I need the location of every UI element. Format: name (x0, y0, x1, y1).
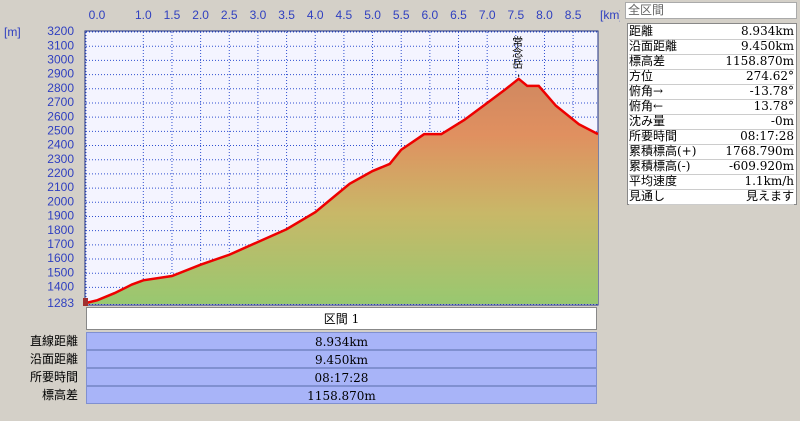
panel-label: 平均速度 (629, 174, 704, 190)
panel-label: 俯角→ (629, 84, 704, 100)
y-tick-label: 2200 (47, 166, 74, 180)
section-label: 標高差 (41, 388, 78, 402)
panel-value: 8.934km (704, 24, 794, 40)
profile-chart: [m] [km] 1283 140015001600170018001900200… (4, 8, 620, 310)
panel-value: 08:17:28 (704, 129, 794, 145)
x-tick-label: 1.5 (164, 8, 181, 22)
start-marker (83, 298, 88, 306)
x-tick-label: 2.5 (221, 8, 238, 22)
panel-label: 距離 (629, 24, 704, 40)
y-tick-label: 2400 (47, 138, 74, 152)
x-tick-label: 4.5 (336, 8, 353, 22)
panel-title: 全区間 (625, 2, 797, 19)
y-tick-label: 3200 (47, 24, 74, 38)
peak-annotation: 常念岳 (511, 36, 524, 69)
section-value: 8.934km (86, 332, 597, 350)
y-tick-label: 2500 (47, 123, 74, 137)
panel-value: 1158.870m (704, 54, 794, 70)
panel-value: 見えます (704, 189, 794, 205)
y-tick-label: 2800 (47, 81, 74, 95)
panel-label: 沈み量 (629, 114, 704, 130)
section-value: 1158.870m (86, 386, 597, 404)
panel-label: 標高差 (629, 54, 704, 70)
y-tick-label: 3100 (47, 38, 74, 52)
section-value: 9.450km (86, 350, 597, 368)
y-tick-label: 3000 (47, 53, 74, 67)
y-tick-label: 1700 (47, 237, 74, 251)
panel-value: 13.78° (704, 99, 794, 115)
x-tick-label: 6.0 (422, 8, 439, 22)
section-label: 沿面距離 (29, 352, 78, 366)
x-tick-label: 3.5 (278, 8, 295, 22)
section-label: 所要時間 (29, 370, 78, 384)
x-tick-label: 0.0 (89, 8, 106, 22)
panel-label: 所要時間 (629, 129, 704, 145)
x-tick-label: 2.0 (192, 8, 209, 22)
x-unit: [km] (600, 8, 620, 22)
panel-value: -0m (704, 114, 794, 130)
y-tick-label: 1500 (47, 265, 74, 279)
panel-value: 274.62° (704, 69, 794, 85)
y-tick-label: 2700 (47, 95, 74, 109)
x-tick-label: 3.0 (250, 8, 267, 22)
panel-label: 沿面距離 (629, 39, 704, 55)
panel-value: -609.920m (704, 159, 794, 175)
section-label: 直線距離 (29, 334, 78, 348)
profile-line (85, 77, 599, 305)
x-tick-label: 8.0 (536, 8, 553, 22)
panel-value: 1.1km/h (704, 174, 794, 190)
panel-label: 累積標高(-) (629, 159, 704, 175)
x-tick-label: 1.0 (135, 8, 152, 22)
section-value: 08:17:28 (86, 368, 597, 386)
x-tick-label: 7.5 (507, 8, 524, 22)
y-unit: [m] (4, 25, 21, 39)
y-tick-label: 1283 (47, 296, 74, 310)
y-tick-label: 2100 (47, 180, 74, 194)
x-tick-label: 8.5 (565, 8, 582, 22)
y-tick-label: 2900 (47, 67, 74, 81)
panel-label: 累積標高(+) (629, 144, 704, 160)
panel-label: 方位 (629, 69, 704, 85)
x-tick-label: 7.0 (479, 8, 496, 22)
panel-value: -13.78° (704, 84, 794, 100)
x-tick-label: 5.5 (393, 8, 410, 22)
panel-label: 見通し (629, 189, 704, 205)
panel-value: 1768.790m (704, 144, 794, 160)
y-tick-label: 2600 (47, 109, 74, 123)
y-tick-label: 1400 (47, 280, 74, 294)
section-title: 区間 1 (86, 307, 597, 330)
y-tick-label: 1800 (47, 223, 74, 237)
y-tick-label: 2000 (47, 194, 74, 208)
x-tick-label: 5.0 (364, 8, 381, 22)
x-tick-label: 4.0 (307, 8, 324, 22)
y-tick-label: 1600 (47, 251, 74, 265)
x-tick-label: 6.5 (450, 8, 467, 22)
y-tick-label: 2300 (47, 152, 74, 166)
panel-value: 9.450km (704, 39, 794, 55)
panel-label: 俯角← (629, 99, 704, 115)
y-tick-label: 1900 (47, 209, 74, 223)
